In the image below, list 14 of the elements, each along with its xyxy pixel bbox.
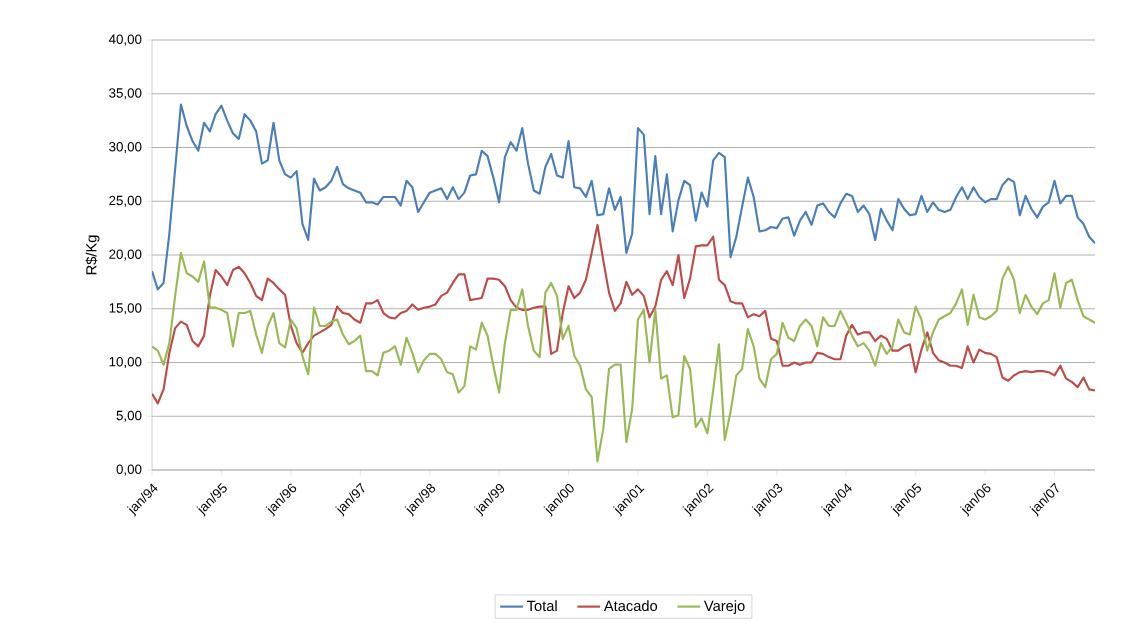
- y-tick-label: 25,00: [109, 195, 142, 207]
- y-axis-title: R$/Kg: [85, 235, 100, 275]
- y-tick-label: 10,00: [109, 357, 142, 369]
- y-tick-label: 40,00: [108, 34, 142, 46]
- y-tick-label: 35,00: [109, 88, 142, 100]
- y-tick-label: 30,00: [109, 142, 142, 154]
- line-series: [152, 223, 1096, 405]
- y-tick-label: 5,00: [116, 410, 142, 422]
- y-tick-label: 0,00: [116, 464, 142, 476]
- y-tick-label: 15,00: [109, 303, 142, 315]
- y-tick-label: 20,00: [109, 249, 142, 261]
- legend-label: Total: [527, 600, 557, 612]
- legend-label: Varejo: [703, 600, 745, 614]
- legend-label: Atacado: [603, 600, 658, 612]
